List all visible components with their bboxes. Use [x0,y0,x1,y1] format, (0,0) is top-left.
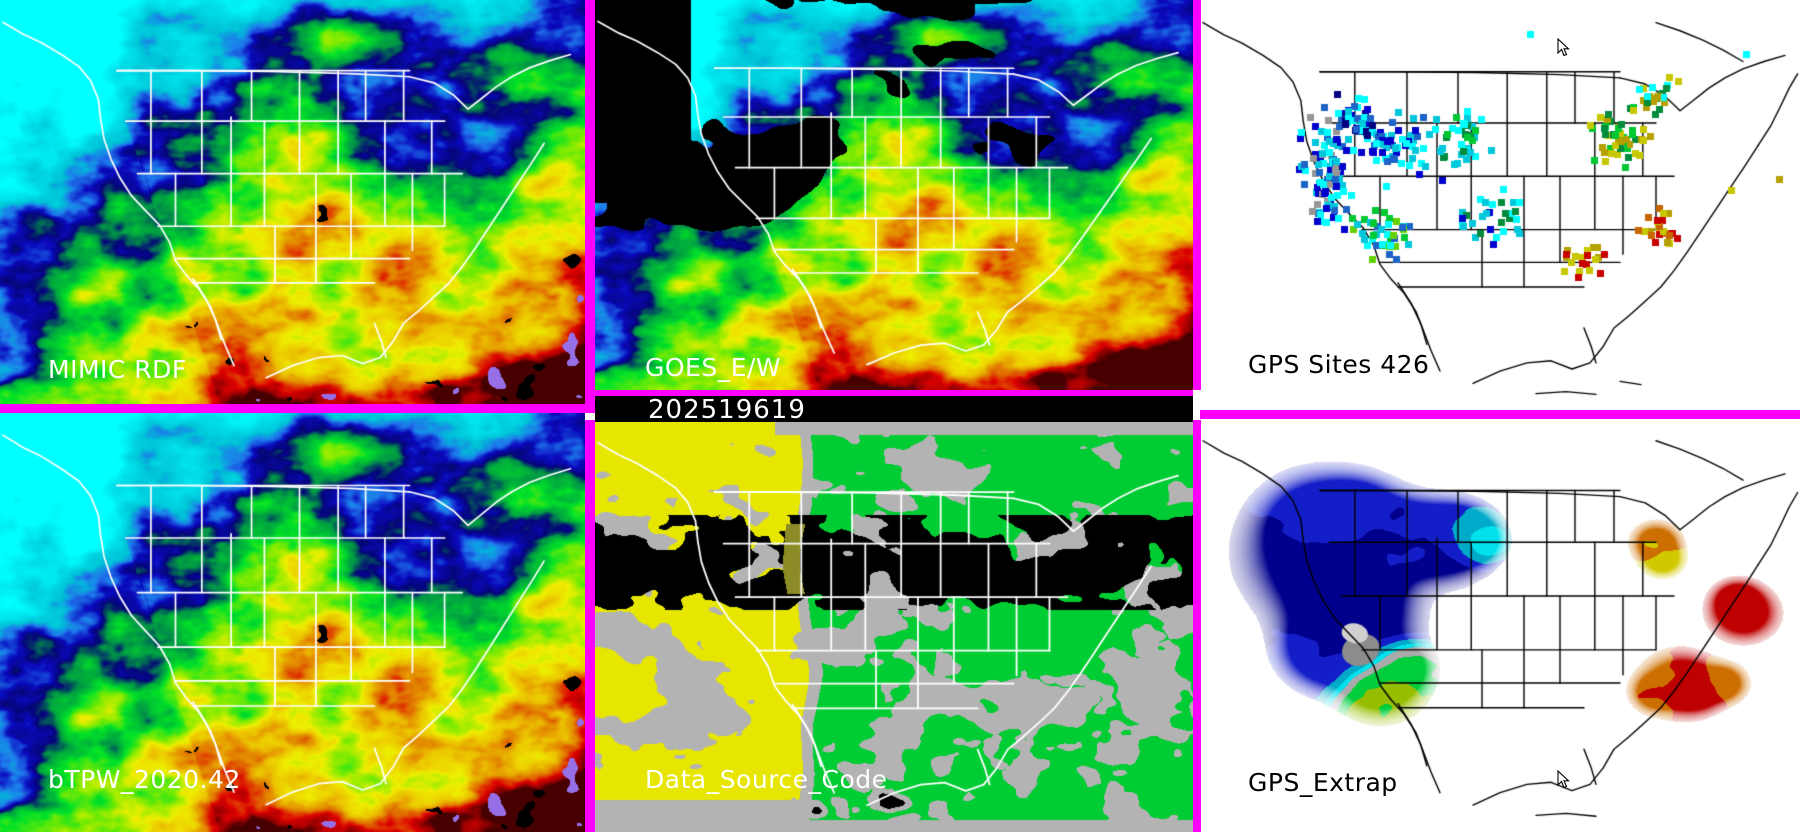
data-source-code-raster [595,420,1193,832]
divider-vertical-right [1193,0,1201,390]
gps-sites-map [1200,0,1800,410]
panel-btpw[interactable] [0,412,585,832]
timestamp-text: 202519619 [648,395,806,425]
divider-horizontal-right [1200,410,1800,419]
panel-data-source-code[interactable] [595,420,1193,832]
panel-goes-ew[interactable] [595,0,1193,390]
panel-gps-sites[interactable] [1200,0,1800,410]
divider-horizontal-goes-top [595,390,1193,396]
divider-vertical-right-lower [1193,420,1201,832]
divider-vertical-left [585,0,595,404]
goes-ew-raster [595,0,1193,390]
panel-label-gps-sites: GPS Sites 426 [1248,350,1430,379]
gps-extrap-map [1200,418,1800,832]
panel-gps-extrap[interactable] [1200,418,1800,832]
divider-horizontal-left [0,404,595,413]
panel-label-btpw: bTPW_2020.42 [48,765,241,794]
timestamp-bar [595,396,1193,422]
panel-label-mimic-rdf: MIMIC RDF [48,355,187,384]
divider-vertical-left-lower [585,420,595,832]
panel-label-data-source-code: Data_Source_Code [645,765,888,794]
panel-mimic-rdf[interactable] [0,0,585,404]
panel-label-goes-ew: GOES_E/W [645,353,782,382]
btpw-raster [0,412,585,832]
mimic-rdf-raster [0,0,585,404]
panel-label-gps-extrap: GPS_Extrap [1248,768,1398,797]
